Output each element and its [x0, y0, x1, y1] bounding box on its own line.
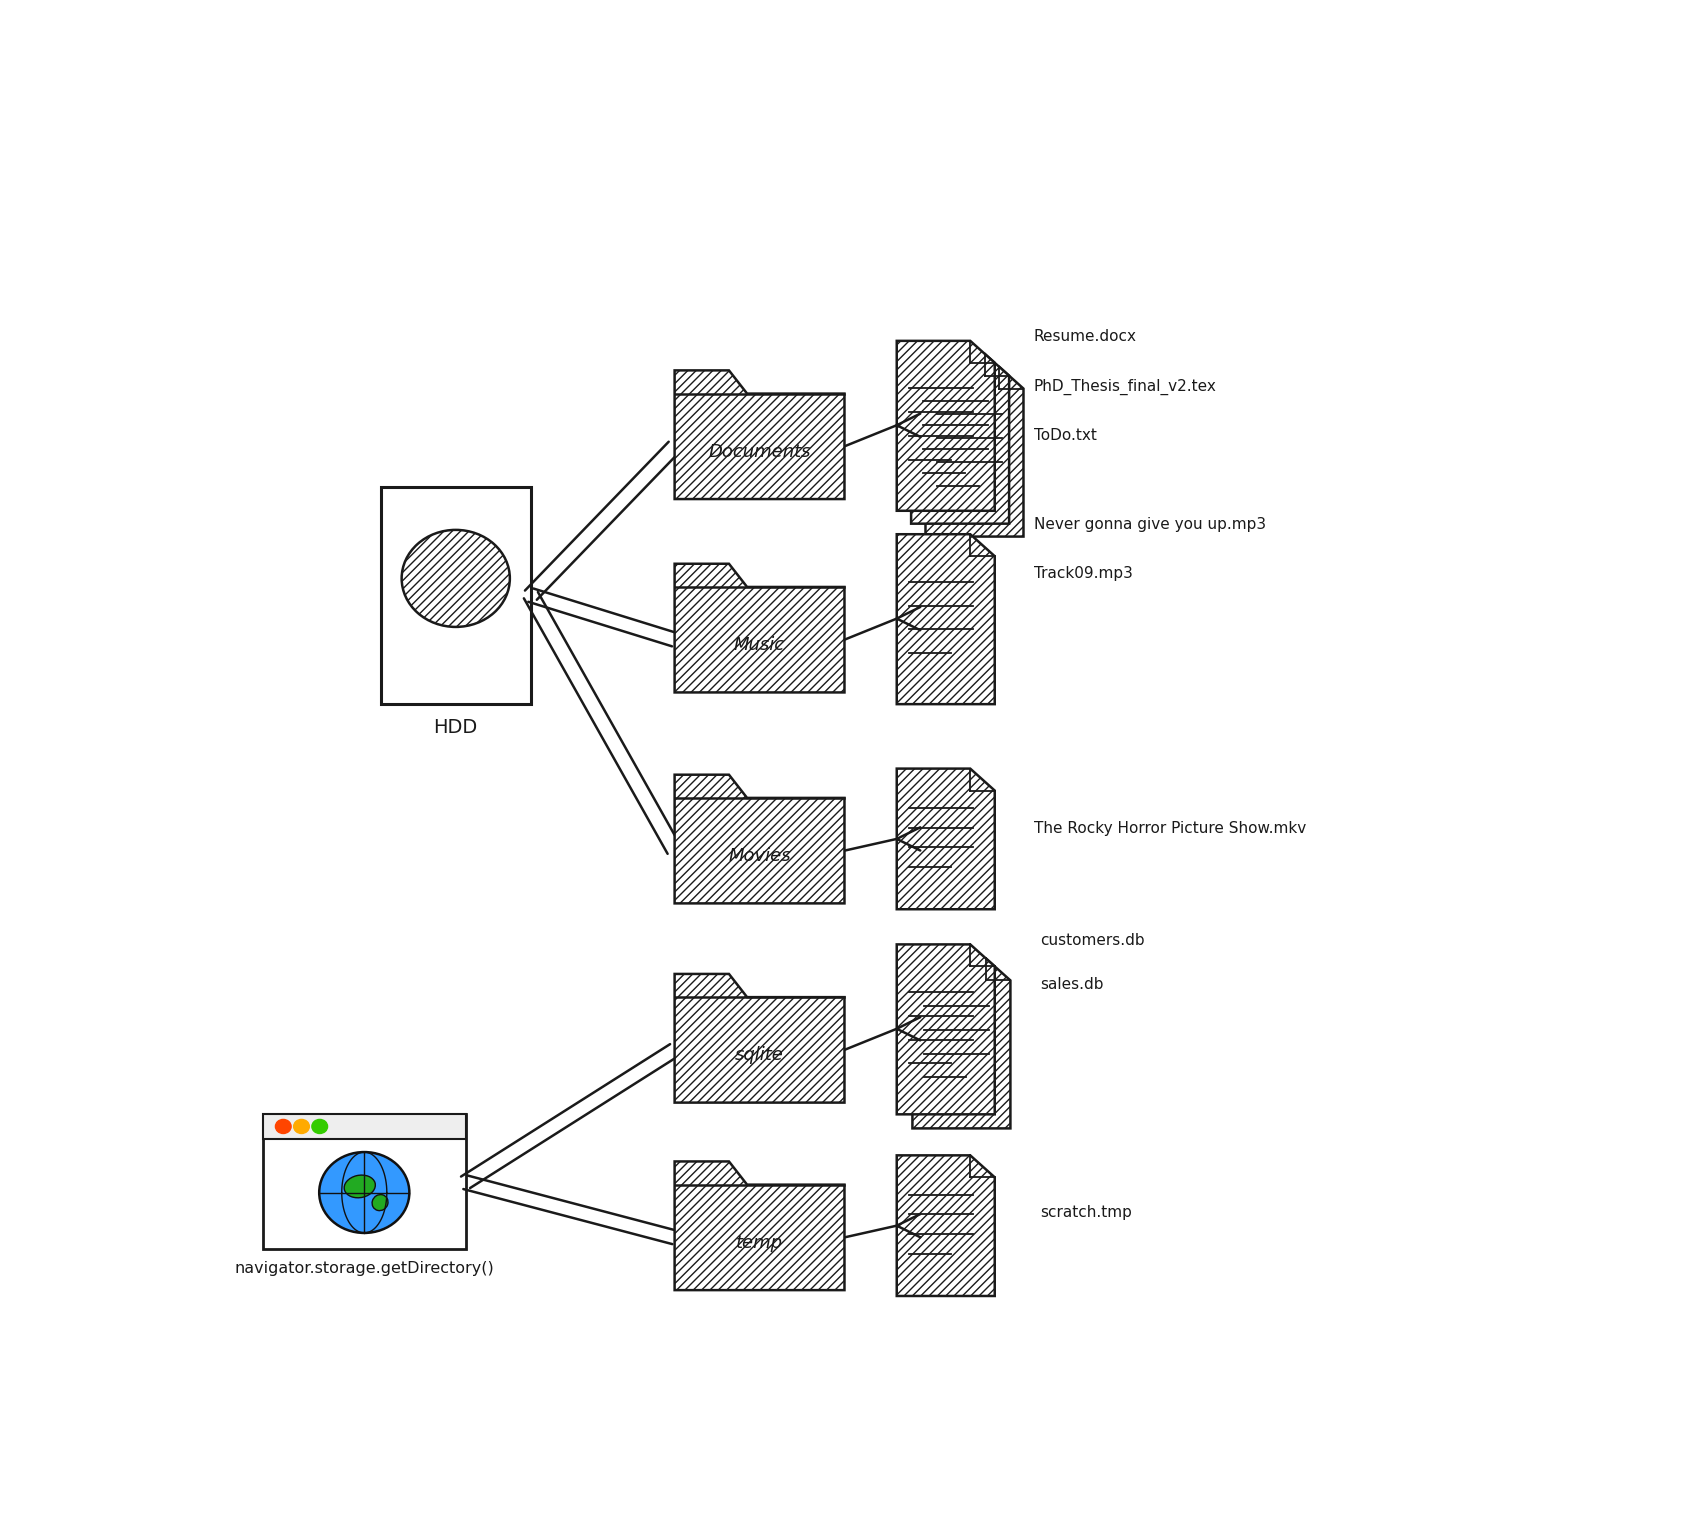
Text: scratch.tmp: scratch.tmp: [1040, 1204, 1133, 1219]
Polygon shape: [897, 769, 995, 909]
Polygon shape: [674, 563, 845, 693]
Text: PhD_Thesis_final_v2.tex: PhD_Thesis_final_v2.tex: [1034, 379, 1217, 394]
Text: Movies: Movies: [728, 846, 791, 864]
Circle shape: [275, 1119, 292, 1134]
Text: Resume.docx: Resume.docx: [1034, 329, 1136, 344]
Polygon shape: [897, 1155, 995, 1297]
Polygon shape: [912, 959, 1010, 1128]
Text: temp: temp: [737, 1234, 782, 1251]
Text: ToDo.txt: ToDo.txt: [1034, 428, 1098, 443]
Polygon shape: [674, 775, 845, 904]
Text: sqlite: sqlite: [735, 1046, 784, 1064]
Ellipse shape: [344, 1175, 376, 1198]
Text: HDD: HDD: [433, 718, 477, 737]
Text: customers.db: customers.db: [1040, 933, 1145, 948]
Text: Track09.mp3: Track09.mp3: [1034, 566, 1133, 581]
Polygon shape: [674, 1161, 845, 1291]
Text: sales.db: sales.db: [1040, 977, 1104, 992]
Text: Never gonna give you up.mp3: Never gonna give you up.mp3: [1034, 516, 1266, 531]
Text: navigator.storage.getDirectory(): navigator.storage.getDirectory(): [234, 1260, 494, 1275]
Text: Documents: Documents: [708, 443, 811, 461]
Polygon shape: [926, 367, 1023, 537]
Polygon shape: [897, 534, 995, 705]
Circle shape: [319, 1152, 410, 1233]
Polygon shape: [674, 974, 845, 1102]
Polygon shape: [897, 341, 995, 511]
Text: The Rocky Horror Picture Show.mkv: The Rocky Horror Picture Show.mkv: [1034, 822, 1307, 837]
Polygon shape: [897, 944, 995, 1114]
Polygon shape: [263, 1114, 465, 1138]
Polygon shape: [381, 487, 531, 705]
Polygon shape: [674, 370, 845, 499]
Ellipse shape: [373, 1195, 388, 1210]
Text: Music: Music: [733, 636, 786, 654]
Polygon shape: [910, 353, 1010, 524]
Circle shape: [293, 1119, 309, 1134]
Polygon shape: [263, 1114, 465, 1250]
Circle shape: [401, 530, 509, 627]
Circle shape: [312, 1119, 327, 1134]
